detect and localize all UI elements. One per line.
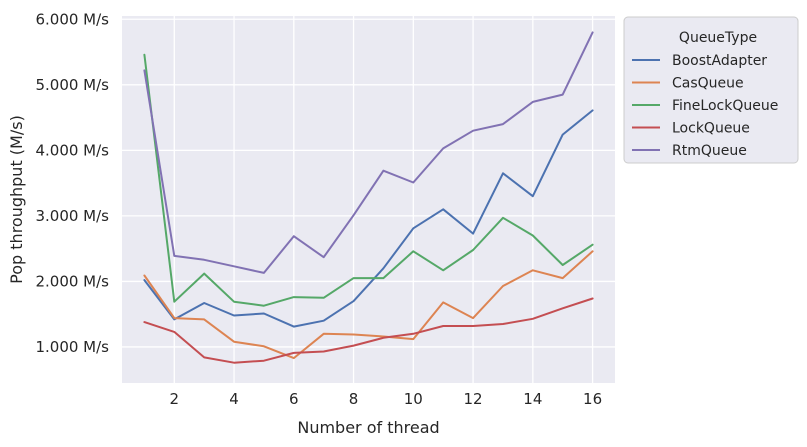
legend-title: QueueType [679,30,757,46]
y-axis-ticks: 1.000 M/s 2.000 M/s 3.000 M/s 4.000 M/s 5.00… [35,10,109,356]
x-tick-label: 2 [170,390,180,408]
grid-lines [122,16,615,383]
series-lines [143,31,594,364]
x-tick-label: 6 [289,390,299,408]
legend: QueueType BoostAdapter CasQueue FineLockQu… [623,16,799,164]
y-tick-label: 6.000 M/s [35,10,109,28]
series-line-rtmqueue [143,31,594,274]
series-line-lockqueue [143,297,594,364]
legend-label: CasQueue [672,76,744,92]
x-tick-label: 16 [583,390,602,408]
legend-label: LockQueue [672,121,750,137]
series-line-casqueue [143,250,594,360]
series-line-boostadapter [143,109,594,328]
x-tick-label: 8 [349,390,359,408]
series-line-finelockqueue [143,53,594,307]
x-tick-label: 10 [404,390,423,408]
legend-label: FineLockQueue [672,98,778,114]
legend-items: BoostAdapter CasQueue FineLockQueue LockQue… [632,53,778,159]
x-tick-label: 12 [464,390,483,408]
y-tick-label: 2.000 M/s [35,272,109,290]
y-tick-label: 5.000 M/s [35,76,109,94]
legend-frame [623,16,799,164]
legend-label: BoostAdapter [672,53,767,69]
y-tick-label: 4.000 M/s [35,141,109,159]
x-tick-label: 14 [523,390,542,408]
plot-area [122,16,615,383]
legend-label: RtmQueue [672,143,747,159]
y-axis-label: Pop throughput (M/s) [7,115,26,284]
x-axis-label: Number of thread [297,418,439,437]
y-tick-label: 3.000 M/s [35,207,109,225]
x-tick-label: 4 [229,390,239,408]
x-axis-ticks: 2 4 6 8 10 12 14 16 [170,390,603,408]
y-tick-label: 1.000 M/s [35,338,109,356]
